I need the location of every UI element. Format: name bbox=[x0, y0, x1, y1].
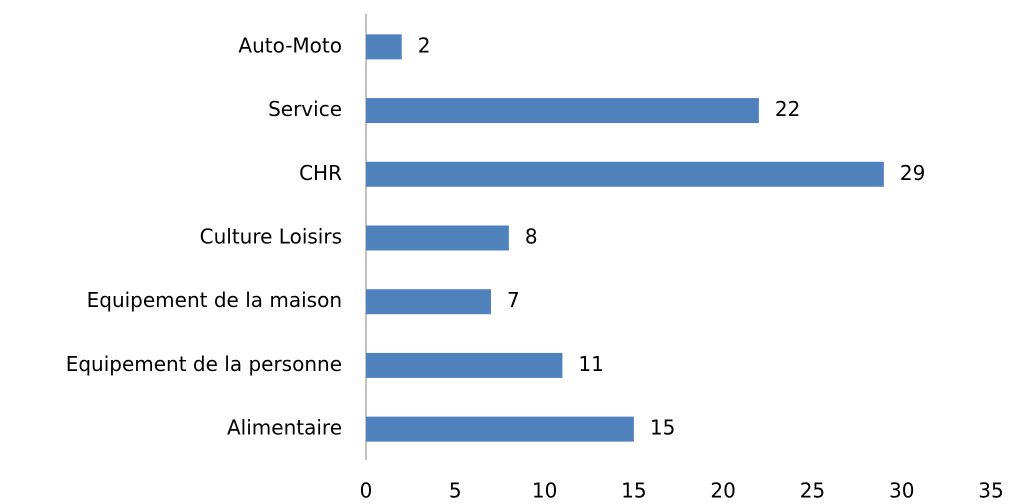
x-tick-label: 10 bbox=[532, 479, 557, 503]
bar bbox=[366, 34, 402, 60]
y-tick-label: Culture Loisirs bbox=[200, 225, 342, 249]
data-label: 11 bbox=[578, 352, 603, 376]
bar bbox=[366, 98, 759, 124]
y-tick-label: Service bbox=[268, 97, 342, 121]
y-tick-label: CHR bbox=[299, 161, 342, 185]
data-label: 29 bbox=[900, 161, 925, 185]
x-tick-label: 20 bbox=[710, 479, 735, 503]
x-tick-label: 30 bbox=[889, 479, 914, 503]
y-tick-label: Equipement de la personne bbox=[66, 352, 342, 376]
bar bbox=[366, 352, 563, 378]
data-label: 7 bbox=[507, 288, 520, 312]
data-label: 8 bbox=[525, 225, 538, 249]
x-tick-label: 0 bbox=[360, 479, 373, 503]
x-tick-label: 25 bbox=[800, 479, 825, 503]
bar bbox=[366, 161, 884, 187]
y-tick-label: Alimentaire bbox=[227, 416, 342, 440]
x-tick-label: 5 bbox=[449, 479, 462, 503]
x-tick-label: 15 bbox=[621, 479, 646, 503]
y-tick-label: Auto-Moto bbox=[238, 33, 342, 57]
x-tick-label: 35 bbox=[978, 479, 1003, 503]
bar bbox=[366, 416, 634, 442]
data-label: 2 bbox=[418, 33, 431, 57]
y-tick-label: Equipement de la maison bbox=[87, 288, 342, 312]
bar bbox=[366, 225, 509, 251]
data-label: 15 bbox=[650, 416, 675, 440]
data-label: 22 bbox=[775, 97, 800, 121]
bar bbox=[366, 289, 491, 315]
